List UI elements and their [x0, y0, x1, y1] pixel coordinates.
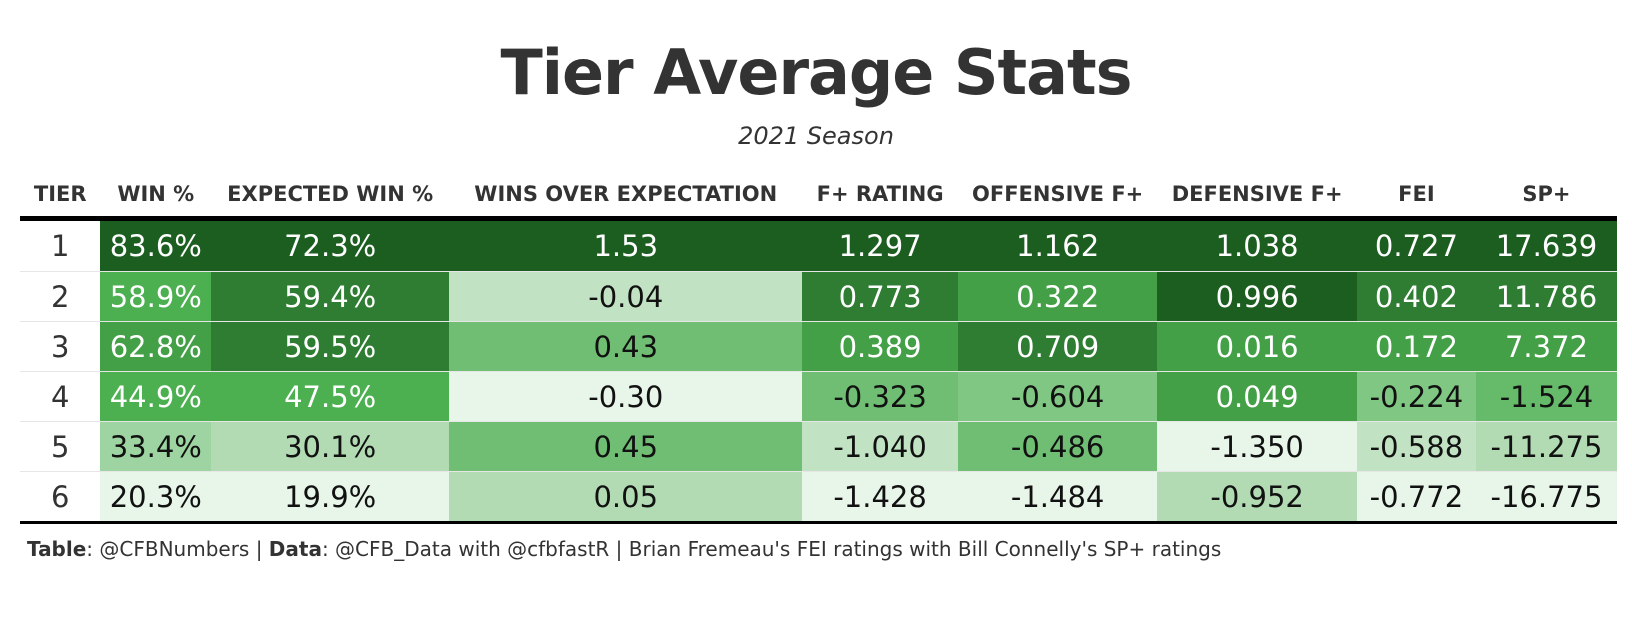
tier-cell: 5 — [20, 421, 101, 472]
table-cell: 0.016 — [1157, 321, 1357, 372]
column-header: WIN % — [100, 172, 212, 221]
footer-table-value: : @CFBNumbers | — [86, 537, 269, 561]
table-cell: 1.53 — [449, 218, 803, 272]
table-cell: 0.05 — [449, 471, 803, 524]
table-cell: 1.297 — [802, 218, 958, 272]
table-cell: -0.323 — [802, 371, 958, 422]
table-cell: 17.639 — [1475, 218, 1617, 272]
table-cell: -0.772 — [1356, 471, 1476, 524]
footer-data-label: Data — [268, 537, 322, 561]
table-cell: 83.6% — [100, 218, 212, 272]
table-row: 1 83.6% 72.3% 1.53 1.297 1.162 1.038 0.727 17.63… — [20, 218, 1617, 272]
table-cell: -1.524 — [1475, 371, 1617, 422]
table-cell: 20.3% — [100, 471, 212, 524]
table-cell: 0.996 — [1157, 271, 1357, 322]
table-cell: 1.162 — [957, 218, 1158, 272]
table-body: 1 83.6% 72.3% 1.53 1.297 1.162 1.038 0.727 17.63… — [20, 218, 1617, 524]
table-cell: 0.172 — [1356, 321, 1476, 372]
footer-credits: Table: @CFBNumbers | Data: @CFB_Data wit… — [27, 537, 1221, 561]
column-header: F+ RATING — [802, 172, 958, 221]
tier-cell: 3 — [20, 321, 101, 372]
column-header: TIER — [20, 172, 101, 221]
table-cell: 0.727 — [1356, 218, 1476, 272]
chart-title: Tier Average Stats — [500, 36, 1132, 109]
table-cell: 44.9% — [100, 371, 212, 422]
chart-subtitle: 2021 Season — [738, 122, 894, 150]
table-cell: 59.5% — [211, 321, 450, 372]
table-cell: 30.1% — [211, 421, 450, 472]
table-cell: -1.428 — [802, 471, 958, 524]
table-cell: 19.9% — [211, 471, 450, 524]
table-row: 6 20.3% 19.9% 0.05 -1.428 -1.484 -0.952 -0.772-… — [20, 471, 1617, 524]
tier-stats-table: TIER WIN % EXPECTED WIN % WINS OVER EXPECTA… — [20, 172, 1617, 524]
table-cell: 0.389 — [802, 321, 958, 372]
table-cell: -0.30 — [449, 371, 803, 422]
table-cell: 0.709 — [957, 321, 1158, 372]
table-cell: -0.952 — [1157, 471, 1357, 524]
tier-cell: 1 — [20, 218, 101, 272]
table-cell: 0.773 — [802, 271, 958, 322]
table-row: 3 62.8% 59.5% 0.43 0.389 0.709 0.016 0.172 7.372 — [20, 321, 1617, 372]
column-header: FEI — [1356, 172, 1476, 221]
table-cell: 59.4% — [211, 271, 450, 322]
tier-cell: 4 — [20, 371, 101, 422]
table-row: 5 33.4% 30.1% 0.45 -1.040 -0.486 -1.350 -0.588-… — [20, 421, 1617, 472]
table-row: 4 44.9% 47.5% -0.30 -0.323 -0.604 0.049 -0.224-… — [20, 371, 1617, 422]
column-header: EXPECTED WIN % — [211, 172, 450, 221]
table-cell: -0.224 — [1356, 371, 1476, 422]
table-cell: -1.040 — [802, 421, 958, 472]
column-header: WINS OVER EXPECTATION — [449, 172, 803, 221]
table-cell: 11.786 — [1475, 271, 1617, 322]
table-cell: 7.372 — [1475, 321, 1617, 372]
table-cell: 1.038 — [1157, 218, 1357, 272]
table-cell: -0.486 — [957, 421, 1158, 472]
table-cell: 0.322 — [957, 271, 1158, 322]
table-cell: 0.402 — [1356, 271, 1476, 322]
table-cell: -0.604 — [957, 371, 1158, 422]
footer-table-label: Table — [27, 537, 87, 561]
table-cell: 0.45 — [449, 421, 803, 472]
table-cell: 33.4% — [100, 421, 212, 472]
table-cell: -1.484 — [957, 471, 1158, 524]
tier-cell: 6 — [20, 471, 101, 524]
table-cell: -0.588 — [1356, 421, 1476, 472]
column-header: DEFENSIVE F+ — [1157, 172, 1357, 221]
tier-cell: 2 — [20, 271, 101, 322]
table-cell: 58.9% — [100, 271, 212, 322]
table-header-row: TIER WIN % EXPECTED WIN % WINS OVER EXPECTA… — [20, 172, 1617, 221]
table-cell: 0.43 — [449, 321, 803, 372]
footer-data-value: : @CFB_Data with @cfbfastR | Brian Freme… — [321, 537, 1222, 561]
table-row: 2 58.9% 59.4% -0.04 0.773 0.322 0.996 0.402 11.7… — [20, 271, 1617, 322]
table-cell: 62.8% — [100, 321, 212, 372]
table-cell: 0.049 — [1157, 371, 1357, 422]
column-header: OFFENSIVE F+ — [957, 172, 1158, 221]
table-cell: -11.275 — [1475, 421, 1617, 472]
column-header: SP+ — [1475, 172, 1617, 221]
table-cell: 47.5% — [211, 371, 450, 422]
table-cell: -16.775 — [1475, 471, 1617, 524]
table-cell: -0.04 — [449, 271, 803, 322]
table-cell: 72.3% — [211, 218, 450, 272]
table-cell: -1.350 — [1157, 421, 1357, 472]
